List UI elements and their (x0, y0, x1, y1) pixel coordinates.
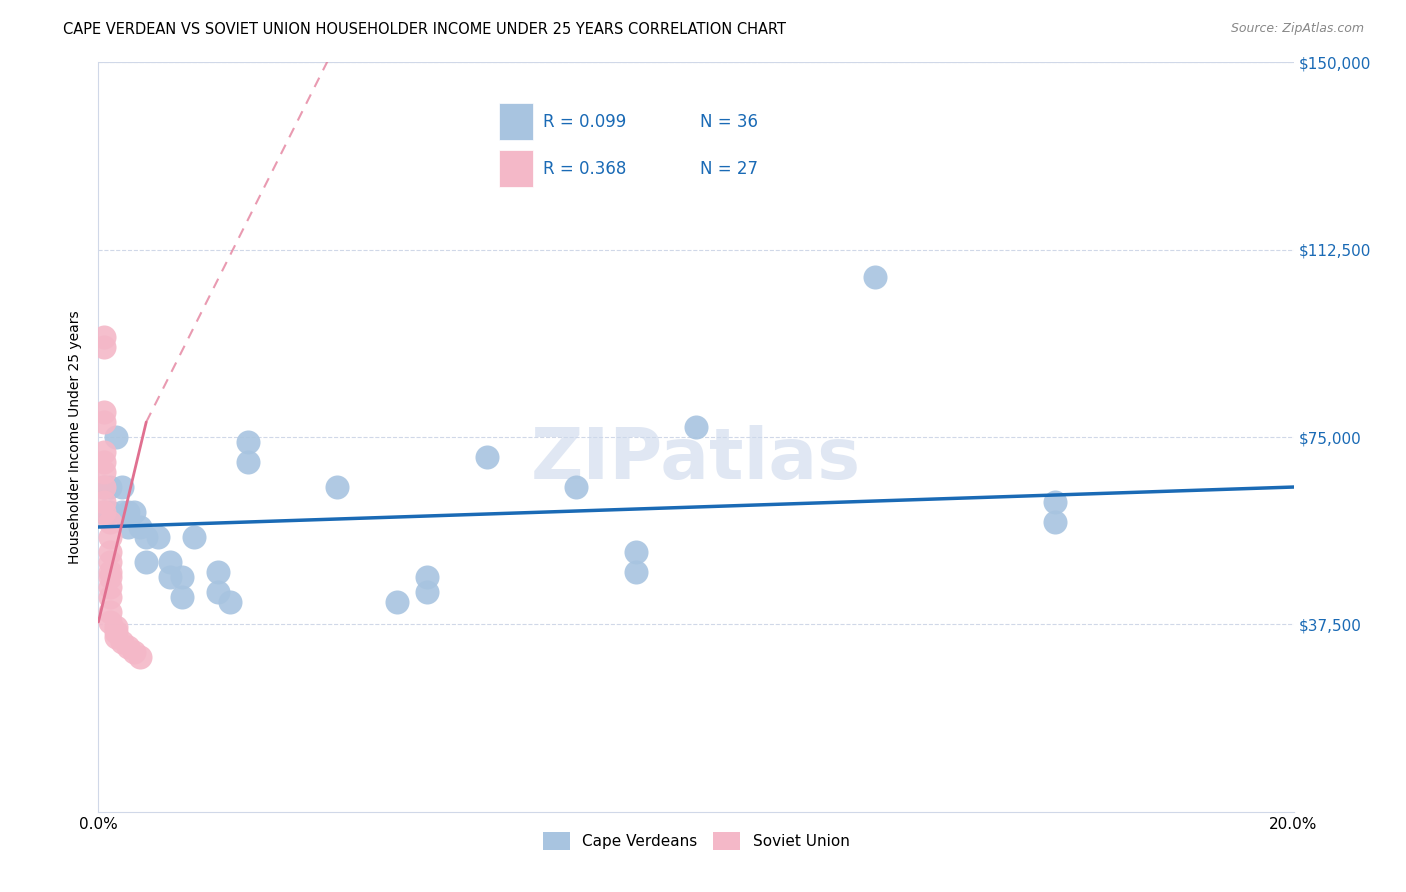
Point (416, 570, 439, 584)
Point (124, 505, 146, 519)
Point (98, 530, 122, 544)
Point (98, 505, 122, 519)
Point (93, 480, 115, 494)
Point (93, 465, 115, 479)
Point (98, 515, 122, 529)
Point (135, 555, 157, 569)
Point (93, 405, 115, 419)
Point (326, 480, 349, 494)
Point (236, 435, 259, 450)
Point (183, 530, 205, 544)
Point (236, 455, 259, 469)
Point (626, 545, 648, 559)
Point (93, 445, 115, 459)
Point (93, 415, 115, 429)
Text: ZIPatlas: ZIPatlas (531, 425, 860, 494)
Point (98, 580, 122, 594)
Point (865, 270, 887, 285)
Point (93, 330, 115, 344)
Point (135, 530, 157, 544)
Point (93, 505, 115, 519)
Point (105, 620, 128, 634)
Point (105, 430, 128, 444)
Point (475, 450, 498, 464)
Point (93, 505, 115, 519)
Point (685, 420, 707, 434)
Point (93, 495, 115, 509)
Point (124, 645, 146, 659)
Point (111, 505, 134, 519)
Point (148, 530, 170, 544)
Point (1043, 495, 1066, 509)
Point (565, 480, 588, 494)
Point (93, 340, 115, 354)
Point (207, 585, 229, 599)
Point (117, 505, 139, 519)
Point (117, 520, 139, 534)
Point (111, 635, 134, 649)
Text: CAPE VERDEAN VS SOVIET UNION HOUSEHOLDER INCOME UNDER 25 YEARS CORRELATION CHART: CAPE VERDEAN VS SOVIET UNION HOUSEHOLDER… (63, 22, 786, 37)
Point (105, 624, 128, 639)
Point (98, 570, 122, 584)
Point (98, 615, 122, 629)
Point (111, 480, 134, 494)
Point (98, 605, 122, 619)
Point (172, 590, 194, 604)
Point (93, 480, 115, 494)
Point (98, 555, 122, 569)
Point (1043, 515, 1066, 529)
Point (385, 595, 409, 609)
Point (98, 565, 122, 579)
Point (117, 640, 139, 654)
Point (98, 480, 122, 494)
Point (416, 585, 439, 599)
Point (93, 455, 115, 469)
Point (98, 590, 122, 604)
Y-axis label: Householder Income Under 25 years: Householder Income Under 25 years (69, 310, 83, 564)
Legend: Cape Verdeans, Soviet Union: Cape Verdeans, Soviet Union (537, 826, 855, 856)
Point (98, 545, 122, 559)
Point (129, 649, 152, 664)
Point (159, 570, 181, 584)
Point (159, 555, 181, 569)
Point (105, 630, 128, 644)
Point (207, 565, 229, 579)
Point (129, 520, 152, 534)
Point (172, 570, 194, 584)
Point (626, 565, 648, 579)
Point (219, 595, 242, 609)
Text: Source: ZipAtlas.com: Source: ZipAtlas.com (1230, 22, 1364, 36)
